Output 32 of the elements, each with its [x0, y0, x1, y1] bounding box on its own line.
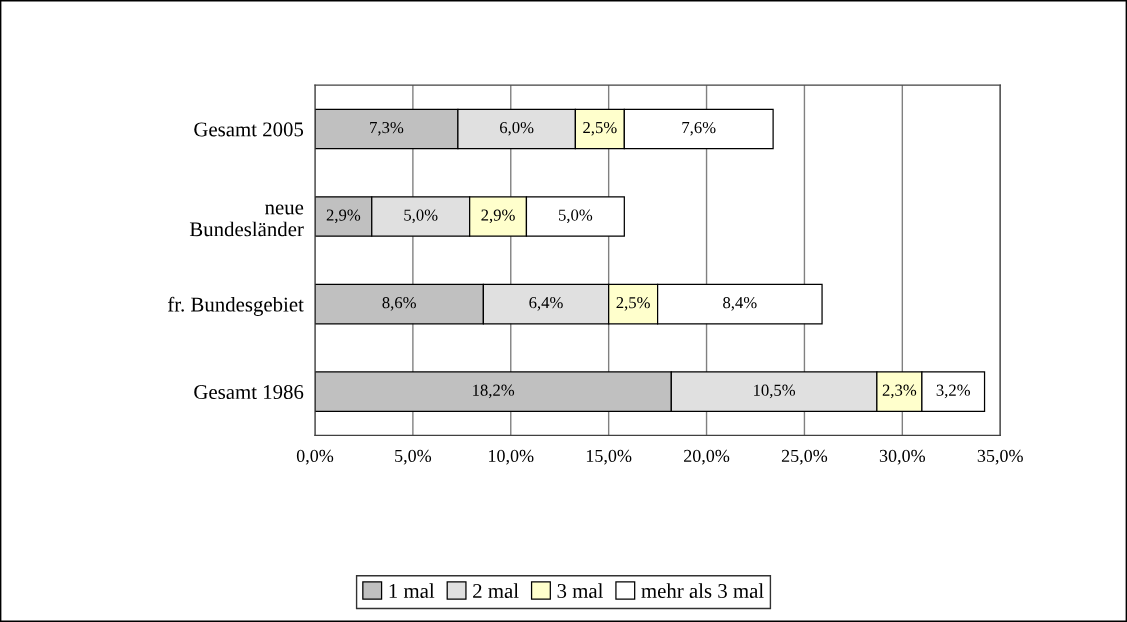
- x-tick-label: 20,0%: [684, 449, 730, 465]
- data-label: 2,5%: [616, 297, 650, 311]
- data-label: 2,5%: [583, 121, 617, 136]
- data-label: 2,9%: [326, 209, 361, 224]
- data-label: 8,6%: [382, 297, 416, 311]
- y-tick-label: fr. Bundesgebiet: [167, 296, 304, 316]
- data-label: 3,2%: [936, 384, 971, 399]
- data-label: 2,3%: [882, 384, 917, 399]
- x-tick-label: 35,0%: [977, 449, 1023, 465]
- data-label: 18,2%: [473, 384, 515, 399]
- y-tick-label: Gesamt 2005: [194, 122, 304, 137]
- data-label: 6,4%: [529, 297, 563, 311]
- x-tick-label: 10,0%: [489, 449, 534, 465]
- x-tick-label: 15,0%: [586, 449, 632, 465]
- data-label: 8,4%: [723, 297, 757, 311]
- x-tick-label: 0,0%: [296, 449, 334, 465]
- y-tick-label: neue Bundesländer: [189, 204, 304, 237]
- y-tick-label: Gesamt 1986: [194, 385, 304, 400]
- data-label: 7,3%: [370, 121, 404, 136]
- legend-label: 2 mal: [473, 583, 519, 598]
- data-label: 6,0%: [500, 121, 534, 136]
- data-label: 10,5%: [754, 384, 796, 399]
- data-label: 2,9%: [481, 209, 515, 224]
- legend-label: 1 mal: [389, 583, 435, 598]
- x-tick-label: 30,0%: [879, 449, 926, 465]
- data-label: 5,0%: [558, 209, 593, 224]
- data-label: 5,0%: [404, 209, 438, 224]
- x-tick-label: 25,0%: [781, 449, 828, 465]
- legend-label: mehr als 3 mal: [641, 583, 764, 598]
- data-label: 7,6%: [682, 121, 716, 136]
- x-tick-label: 5,0%: [395, 449, 432, 465]
- legend-label: 3 mal: [557, 583, 604, 598]
